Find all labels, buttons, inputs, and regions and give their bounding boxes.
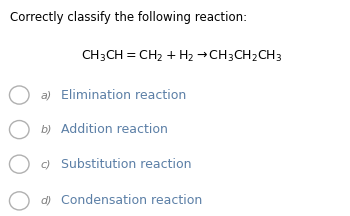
Text: $\rm CH_3CH{=}CH_2 + H_2 \rightarrow CH_3CH_2CH_3$: $\rm CH_3CH{=}CH_2 + H_2 \rightarrow CH_… [81, 49, 283, 64]
Text: b): b) [40, 125, 52, 135]
Text: Elimination reaction: Elimination reaction [61, 89, 187, 102]
Text: Condensation reaction: Condensation reaction [61, 194, 203, 207]
Text: Addition reaction: Addition reaction [61, 123, 168, 136]
Text: a): a) [40, 90, 51, 100]
Text: Substitution reaction: Substitution reaction [61, 158, 192, 171]
Text: d): d) [40, 196, 52, 206]
Text: Correctly classify the following reaction:: Correctly classify the following reactio… [10, 11, 248, 24]
Text: c): c) [40, 159, 51, 169]
